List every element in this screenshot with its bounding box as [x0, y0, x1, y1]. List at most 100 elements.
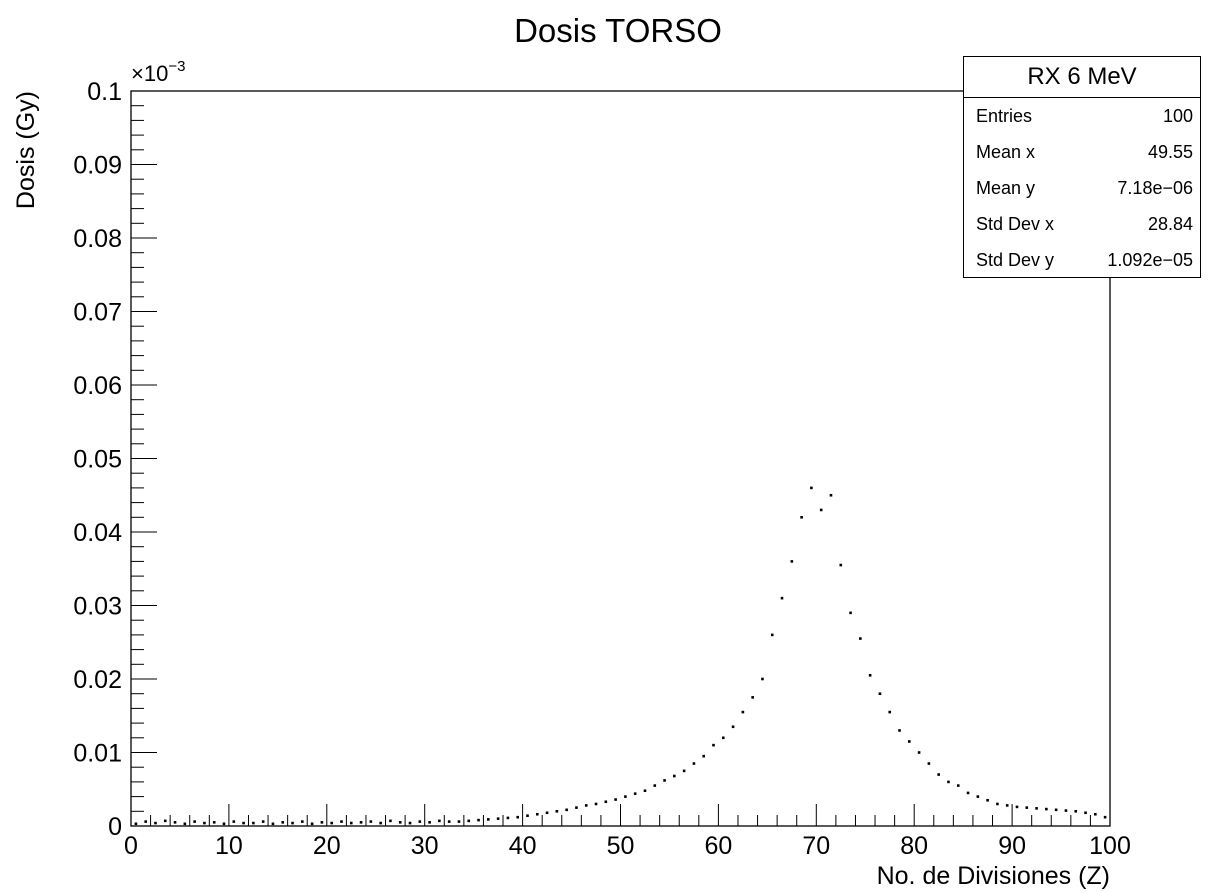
data-point — [349, 821, 353, 825]
data-point — [506, 816, 510, 820]
stats-row-std-dev-x: Std Dev x 28.84 — [964, 206, 1200, 242]
data-point — [545, 811, 549, 815]
stats-value: 7.18e−06 — [1117, 178, 1193, 198]
data-point — [291, 821, 294, 825]
data-point — [457, 820, 461, 823]
data-point — [996, 802, 999, 806]
data-point — [712, 743, 715, 747]
data-point — [496, 817, 500, 820]
data-point — [888, 710, 892, 714]
data-point — [800, 516, 803, 519]
data-point — [193, 820, 196, 823]
x-tick-labels: 0 10 20 30 40 50 60 70 80 90 100 — [124, 832, 1131, 860]
x-tick-label: 20 — [313, 832, 341, 860]
y-tick-label: 0.06 — [73, 372, 122, 400]
y-tick-label: 0 — [108, 813, 122, 841]
data-point — [183, 822, 187, 826]
data-point — [359, 821, 363, 824]
data-point — [1054, 808, 1058, 812]
data-point — [369, 820, 373, 823]
data-point — [741, 710, 745, 714]
stats-row-entries: Entries 100 — [964, 98, 1200, 134]
data-point — [477, 818, 480, 822]
data-point — [614, 798, 617, 801]
y-tick-label: 0.1 — [87, 78, 122, 106]
data-point — [565, 808, 568, 812]
x-axis-label: No. de Divisiones (Z) — [877, 862, 1110, 890]
data-point — [829, 493, 833, 497]
data-point — [428, 821, 431, 824]
data-point — [261, 820, 265, 823]
data-point — [438, 819, 441, 823]
data-point — [232, 820, 236, 823]
data-point — [751, 696, 754, 699]
x-tick-label: 70 — [802, 832, 830, 860]
y-axis-label: Dosis (Gy) — [12, 91, 40, 209]
stats-title: RX 6 MeV — [964, 57, 1200, 98]
stats-row-mean-y: Mean y 7.18e−06 — [964, 170, 1200, 206]
data-point — [839, 563, 843, 567]
stats-box: RX 6 MeV Entries 100 Mean x 49.55 Mean y… — [963, 56, 1201, 278]
data-point — [956, 784, 960, 787]
stats-label: Std Dev y — [976, 250, 1055, 270]
data-point — [389, 819, 392, 823]
data-point — [516, 815, 520, 819]
data-point — [780, 596, 784, 600]
data-point — [770, 633, 774, 637]
data-point — [1035, 807, 1038, 810]
x-tick-label: 60 — [704, 832, 732, 860]
data-point — [643, 789, 647, 793]
data-point — [535, 812, 539, 816]
data-point — [173, 821, 177, 824]
x-tick-label: 90 — [998, 832, 1026, 860]
data-point — [986, 798, 989, 802]
data-point — [242, 821, 245, 825]
data-point — [594, 802, 598, 806]
data-point — [330, 821, 333, 825]
stats-value: 100 — [1162, 106, 1193, 126]
data-point — [144, 820, 147, 823]
stats-label: Mean x — [976, 142, 1036, 162]
data-point — [418, 820, 422, 823]
data-point — [340, 820, 343, 823]
data-point — [163, 819, 167, 823]
y-tick-label: 0.05 — [73, 446, 122, 474]
data-point — [663, 779, 666, 782]
data-point — [203, 821, 206, 825]
data-point — [1045, 807, 1048, 811]
data-point — [222, 822, 226, 826]
y-tick-label: 0.03 — [73, 593, 122, 621]
y-tick-label: 0.09 — [73, 152, 122, 180]
data-point — [790, 560, 794, 563]
stats-row-std-dev-y: Std Dev y 1.092e−05 — [964, 242, 1200, 278]
axis-ticks — [130, 90, 1111, 827]
data-point — [584, 804, 588, 807]
data-points — [134, 486, 1107, 826]
y-tick-label: 0.08 — [73, 225, 122, 253]
data-point — [966, 791, 970, 795]
data-point — [1103, 815, 1107, 819]
stats-label: Std Dev x — [976, 214, 1055, 234]
x-tick-label: 80 — [900, 832, 928, 860]
data-point — [310, 822, 314, 826]
data-point — [134, 822, 138, 826]
data-point — [868, 674, 872, 677]
data-point — [487, 818, 490, 821]
data-point — [721, 736, 725, 740]
data-point — [937, 773, 940, 776]
data-point — [320, 821, 324, 824]
y-tick-label: 0.04 — [73, 519, 122, 547]
data-point — [898, 729, 901, 732]
data-point — [281, 821, 285, 824]
data-point — [927, 762, 931, 765]
stats-value: 1.092e−05 — [1107, 250, 1193, 270]
y-tick-label: 0.01 — [73, 740, 122, 768]
data-point — [947, 780, 950, 784]
data-point — [154, 821, 157, 825]
data-point — [1025, 806, 1029, 809]
data-point — [252, 821, 255, 825]
y-exponent-label: ×10−3 — [131, 58, 185, 86]
y-tick-label: 0.07 — [73, 299, 122, 327]
data-point — [526, 814, 529, 818]
